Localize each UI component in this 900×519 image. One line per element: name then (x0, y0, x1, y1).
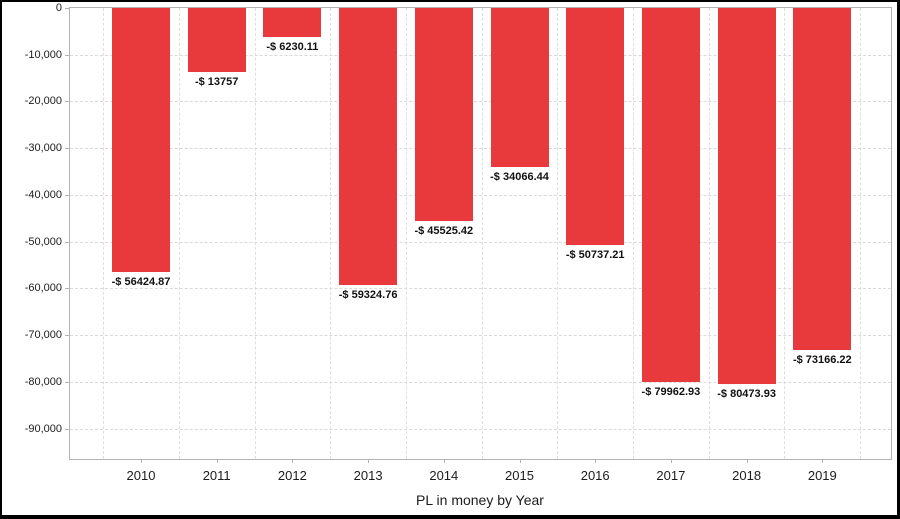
horizontal-gridline (70, 194, 891, 196)
y-axis-tick (65, 428, 70, 430)
x-axis-tick (595, 459, 597, 463)
x-axis-tick (519, 459, 521, 463)
bar-2012 (263, 8, 322, 37)
y-axis-label: -40,000 (24, 188, 62, 201)
x-axis-tick (670, 459, 672, 463)
bar-2016 (566, 8, 625, 245)
y-axis-label: 0 (55, 2, 62, 14)
bar-value-label: -$ 13757 (194, 76, 239, 88)
x-axis-tick (216, 459, 218, 463)
bar-value-label: -$ 56424.87 (111, 276, 171, 288)
x-axis-label-2015: 2015 (505, 468, 534, 483)
y-axis-label: -20,000 (24, 95, 62, 108)
bar-2015 (490, 8, 549, 167)
y-axis-tick (65, 194, 70, 196)
bar-value-label: -$ 59324.76 (338, 289, 398, 301)
horizontal-gridline (70, 428, 891, 430)
horizontal-gridline (70, 101, 891, 103)
horizontal-gridline (70, 241, 891, 243)
y-axis-tick (65, 335, 70, 337)
y-axis-label: -70,000 (24, 329, 62, 342)
vertical-gridline (405, 8, 407, 459)
horizontal-gridline (70, 148, 891, 150)
bar-value-label: -$ 73166.22 (792, 354, 852, 366)
y-axis-tick (65, 381, 70, 383)
y-axis-tick (65, 241, 70, 243)
x-axis-tick (746, 459, 748, 463)
x-axis-tick (141, 459, 142, 463)
y-axis-tick (65, 148, 70, 150)
vertical-gridline (708, 8, 710, 459)
bar-2019 (793, 8, 852, 350)
bar-value-label: -$ 50737.21 (565, 249, 625, 261)
vertical-gridline (481, 8, 483, 459)
x-axis-label-2010: 2010 (126, 468, 156, 483)
y-axis-label: -90,000 (24, 422, 62, 435)
horizontal-gridline (70, 335, 891, 337)
vertical-gridline (330, 8, 332, 459)
vertical-gridline (254, 8, 256, 459)
y-axis-label: -60,000 (24, 282, 62, 295)
x-axis-tick (368, 459, 370, 463)
bar-2018 (717, 8, 776, 384)
y-axis-tick (65, 101, 70, 103)
x-axis-tick (822, 459, 824, 463)
vertical-gridline (103, 8, 105, 459)
y-axis-tick (65, 8, 70, 9)
bar-value-label: -$ 6230.11 (266, 41, 319, 53)
x-axis-tick (443, 459, 445, 463)
bar-2010 (112, 8, 170, 272)
bar-value-label: -$ 79962.93 (641, 386, 701, 398)
horizontal-gridline (70, 288, 891, 290)
y-axis-label: -30,000 (24, 142, 62, 155)
horizontal-gridline (70, 381, 891, 383)
x-axis-label-2014: 2014 (429, 468, 459, 483)
x-axis-label-2019: 2019 (807, 468, 837, 483)
bar-2011 (187, 8, 246, 72)
y-axis-label: -10,000 (24, 48, 62, 61)
bar-2017 (641, 8, 700, 382)
vertical-gridline (633, 8, 635, 459)
vertical-gridline (178, 8, 180, 459)
y-axis-tick (65, 288, 70, 290)
bar-2014 (414, 8, 473, 221)
y-axis-label: -50,000 (24, 235, 62, 248)
vertical-gridline (557, 8, 559, 459)
bar-2013 (339, 8, 398, 285)
x-axis-label-2012: 2012 (277, 468, 307, 483)
vertical-gridline (784, 8, 786, 459)
y-axis-tick (65, 54, 70, 56)
x-axis-label-2013: 2013 (353, 468, 383, 483)
x-axis-label-2016: 2016 (580, 468, 610, 483)
x-axis-tick (292, 459, 294, 463)
y-axis-label: -80,000 (24, 375, 62, 388)
bar-value-label: -$ 34066.44 (490, 171, 549, 183)
bar-value-label: -$ 80473.93 (717, 388, 776, 400)
x-axis-title: PL in money by Year (416, 492, 544, 508)
x-axis-label-2017: 2017 (656, 468, 686, 483)
vertical-gridline (860, 8, 862, 459)
x-axis-label-2011: 2011 (202, 468, 231, 483)
x-axis-label-2018: 2018 (732, 468, 762, 483)
horizontal-gridline (70, 54, 891, 56)
bar-value-label: -$ 45525.42 (414, 225, 474, 237)
